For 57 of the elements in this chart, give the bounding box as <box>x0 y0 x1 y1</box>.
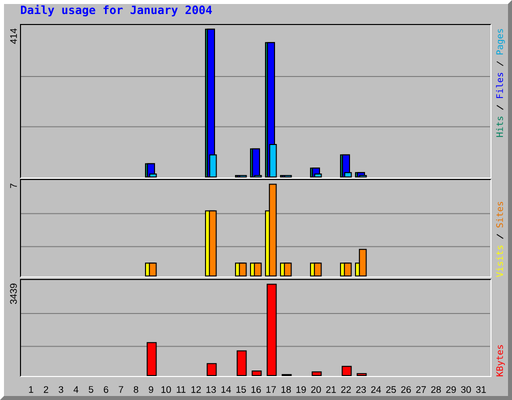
bar <box>342 366 352 376</box>
x-tick-label: 30 <box>461 386 471 393</box>
bar <box>146 342 157 376</box>
bar <box>284 262 292 276</box>
x-tick-label: 22 <box>341 386 351 393</box>
bar <box>254 262 262 276</box>
bar <box>314 262 322 276</box>
x-tick-label: 29 <box>446 386 456 393</box>
x-tick-label: 4 <box>74 386 78 393</box>
bar <box>208 210 217 276</box>
chart-title: Daily usage for January 2004 <box>20 4 212 16</box>
x-tick-label: 18 <box>281 386 291 393</box>
text: KBytes <box>496 345 505 376</box>
x-tick-label: 11 <box>176 386 186 393</box>
x-tick-label: 28 <box>431 386 441 393</box>
x-tick-label: 7 <box>118 386 124 393</box>
x-tick-label: 3 <box>58 386 64 393</box>
bar <box>268 184 277 276</box>
legend-label: Visits <box>496 246 504 278</box>
x-tick-label: 16 <box>251 386 261 393</box>
x-tick-label: 12 <box>191 386 201 393</box>
bar <box>344 262 352 276</box>
x-tick-label: 1 <box>29 386 34 393</box>
bar <box>238 262 247 276</box>
x-tick-label: 6 <box>104 386 108 393</box>
x-tick-label: 5 <box>88 386 94 393</box>
x-tick-label: 23 <box>356 386 366 393</box>
text: Pages <box>496 29 505 54</box>
x-tick-label: 20 <box>311 386 321 393</box>
legend-label: Files <box>496 72 504 98</box>
x-tick-label: 21 <box>326 386 336 393</box>
text: 7 <box>10 184 17 188</box>
bar <box>236 350 247 376</box>
bar <box>312 371 322 376</box>
x-tick-label: 17 <box>266 386 276 393</box>
x-tick-label: 10 <box>161 386 171 393</box>
bar <box>358 248 367 276</box>
bar <box>206 363 217 376</box>
x-tick-label: 15 <box>236 386 246 393</box>
x-tick-label: 14 <box>221 386 232 393</box>
x-tick-label: 25 <box>386 386 396 393</box>
bar <box>266 284 277 376</box>
text: 414 <box>10 28 17 44</box>
x-tick-label: 9 <box>148 386 154 393</box>
x-tick-label: 26 <box>401 386 411 393</box>
x-tick-label: 19 <box>296 386 306 393</box>
legend-label: Hits <box>496 116 504 137</box>
x-tick-label: 27 <box>416 386 426 393</box>
bar <box>252 370 262 376</box>
text: Sites <box>496 202 504 228</box>
x-tick-label: 31 <box>476 386 486 393</box>
x-tick-label: 8 <box>134 386 138 393</box>
bar <box>148 262 157 276</box>
x-tick-label: 13 <box>206 386 216 393</box>
text: 3439 <box>10 284 17 304</box>
x-tick-label: 2 <box>44 386 48 393</box>
x-tick-label: 24 <box>371 386 382 393</box>
